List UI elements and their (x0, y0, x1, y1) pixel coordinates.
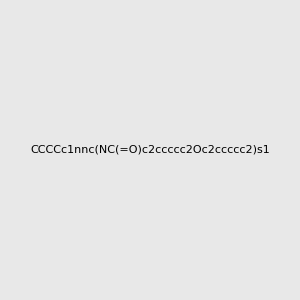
Text: CCCCc1nnc(NC(=O)c2ccccc2Oc2ccccc2)s1: CCCCc1nnc(NC(=O)c2ccccc2Oc2ccccc2)s1 (30, 145, 270, 155)
